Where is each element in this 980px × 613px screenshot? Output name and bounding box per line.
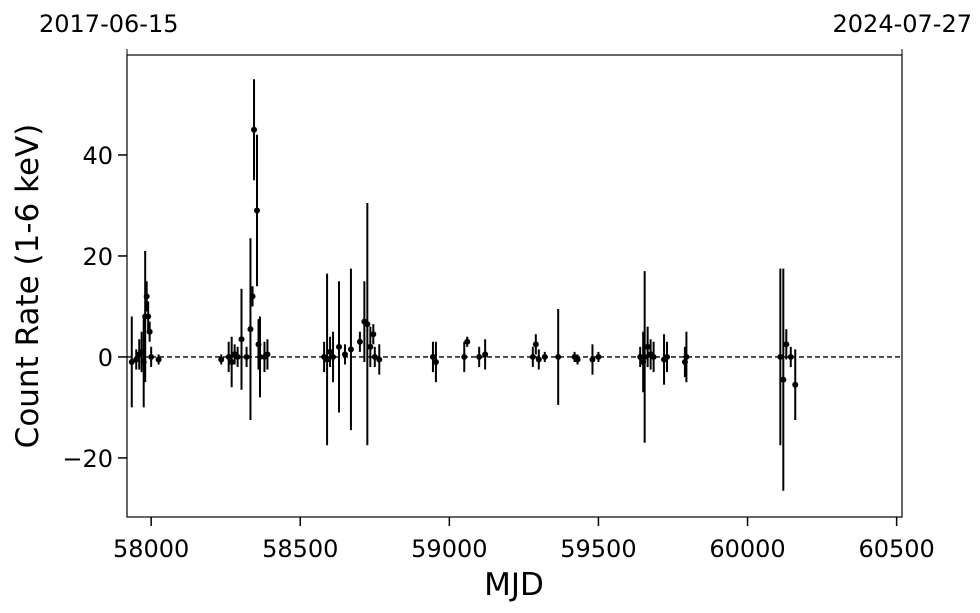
top-tick-label: 2017-06-15 — [39, 10, 178, 38]
y-axis-label: Count Rate (1-6 keV) — [10, 124, 46, 449]
point — [589, 356, 596, 363]
point — [249, 293, 256, 300]
point — [529, 353, 536, 360]
point — [644, 343, 651, 350]
point — [532, 341, 539, 348]
point — [225, 353, 232, 360]
point — [555, 353, 562, 360]
point — [780, 376, 787, 383]
point — [783, 341, 790, 348]
y-tick-label: 20 — [82, 243, 113, 271]
plot-frame — [126, 54, 903, 518]
point — [146, 328, 153, 335]
point — [429, 353, 436, 360]
point — [347, 346, 354, 353]
point — [143, 293, 150, 300]
point — [464, 338, 471, 345]
x-tick-label: 58500 — [262, 535, 338, 563]
y-tick-label: −20 — [62, 445, 113, 473]
point — [650, 353, 657, 360]
point — [341, 351, 348, 358]
point — [336, 343, 343, 350]
point — [330, 353, 337, 360]
x-tick-label: 59000 — [411, 535, 487, 563]
point — [264, 351, 271, 358]
point — [476, 353, 483, 360]
point — [535, 356, 542, 363]
point — [145, 313, 152, 320]
x-tick-label: 60000 — [709, 535, 785, 563]
y-tick-label: 40 — [82, 142, 113, 170]
point — [243, 353, 250, 360]
x-tick-label: 58000 — [113, 535, 189, 563]
point — [128, 358, 135, 365]
point — [482, 351, 489, 358]
point — [327, 348, 334, 355]
point — [148, 353, 155, 360]
point — [461, 353, 468, 360]
point — [792, 381, 799, 388]
point — [664, 353, 671, 360]
y-tick-label: 0 — [98, 344, 113, 372]
point — [228, 358, 235, 365]
point — [777, 353, 784, 360]
point — [574, 356, 581, 363]
point — [133, 356, 140, 363]
point — [254, 207, 261, 214]
point — [683, 353, 690, 360]
point — [367, 343, 374, 350]
point — [641, 353, 648, 360]
top-tick-label: 2024-07-27 — [833, 10, 972, 38]
point — [637, 353, 644, 360]
point — [595, 353, 602, 360]
point — [155, 356, 162, 363]
point — [247, 326, 254, 333]
x-tick-label: 60500 — [858, 535, 934, 563]
point — [251, 126, 258, 133]
point — [356, 338, 363, 345]
point — [218, 356, 225, 363]
point — [376, 356, 383, 363]
x-tick-label: 59500 — [560, 535, 636, 563]
point — [370, 331, 377, 338]
point — [541, 353, 548, 360]
point — [234, 353, 241, 360]
point — [371, 353, 378, 360]
point — [324, 356, 331, 363]
point — [256, 353, 263, 360]
point — [238, 336, 245, 343]
point — [787, 353, 794, 360]
x-axis-label: MJD — [484, 567, 544, 603]
point — [364, 321, 371, 328]
point — [432, 358, 439, 365]
